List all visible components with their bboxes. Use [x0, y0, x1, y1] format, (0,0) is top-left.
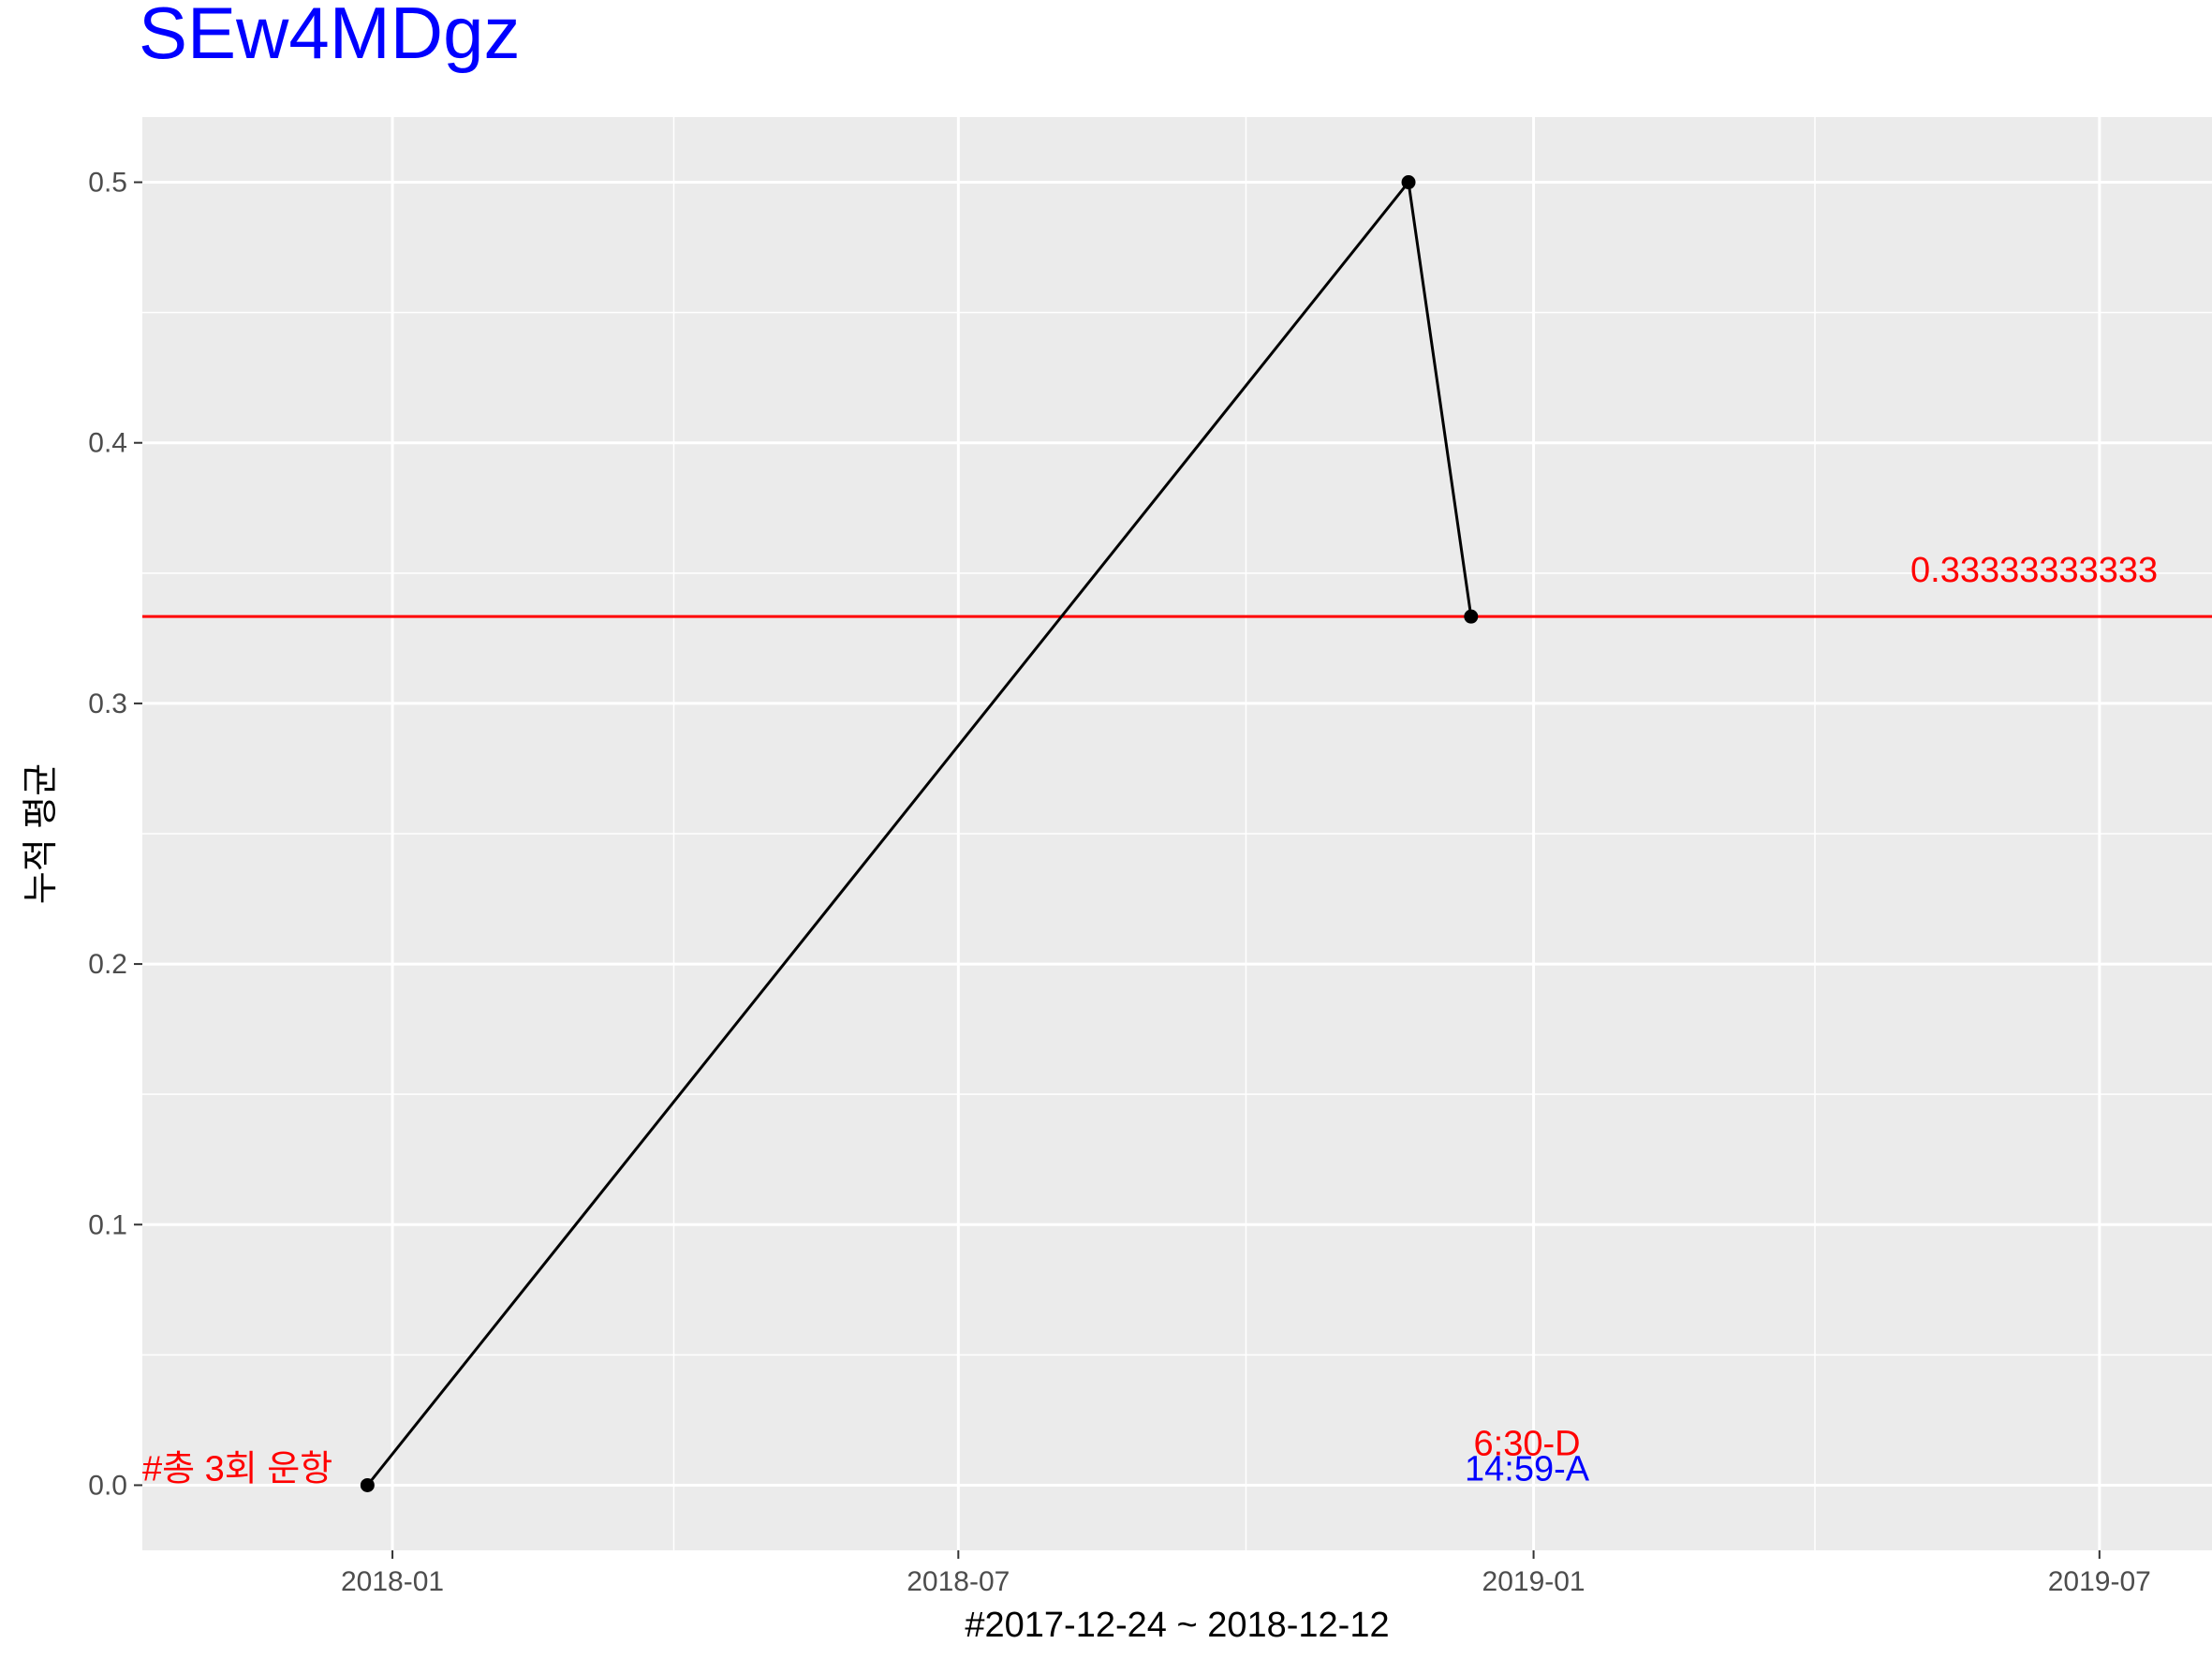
y-axis-title: 누적 평균 [22, 763, 61, 904]
x-axis-title: #2017-12-24 ~ 2018-12-12 [965, 1606, 1389, 1645]
x-tick-label: 2019-01 [1482, 1566, 1585, 1597]
y-tick-label: 0.2 [88, 949, 127, 980]
data-point [360, 1477, 375, 1492]
y-tick-label: 0.0 [88, 1470, 127, 1501]
data-point [1464, 609, 1479, 624]
departure-time-label: 6:30-D [1474, 1424, 1581, 1463]
y-tick-label: 0.5 [88, 168, 127, 199]
total-flights-label: #총 3회 운항 [142, 1449, 332, 1489]
x-tick-label: 2018-01 [341, 1566, 444, 1597]
y-tick-label: 0.1 [88, 1209, 127, 1240]
x-tick-label: 2018-07 [907, 1566, 1010, 1597]
arrival-time-label: 14:59-A [1465, 1449, 1590, 1489]
grid-minor [142, 117, 2212, 1550]
mean-reference-label: 0.33333333333 [1910, 551, 2158, 590]
data-point [1401, 175, 1416, 190]
y-tick-label: 0.4 [88, 428, 127, 459]
x-axis: 2018-01 2018-07 2019-01 2019-07 [341, 1550, 2151, 1597]
y-tick-label: 0.3 [88, 689, 127, 719]
x-tick-label: 2019-07 [2048, 1566, 2151, 1597]
annotation-layer: #총 3회 운항 6:30-D14:59-A [142, 1424, 1590, 1489]
grid-major [142, 117, 2212, 1550]
series-layer [360, 175, 1479, 1492]
y-axis: 0.0 0.1 0.2 0.3 0.4 0.5 [88, 168, 142, 1501]
chart-title: SEw4MDgz [139, 0, 520, 74]
